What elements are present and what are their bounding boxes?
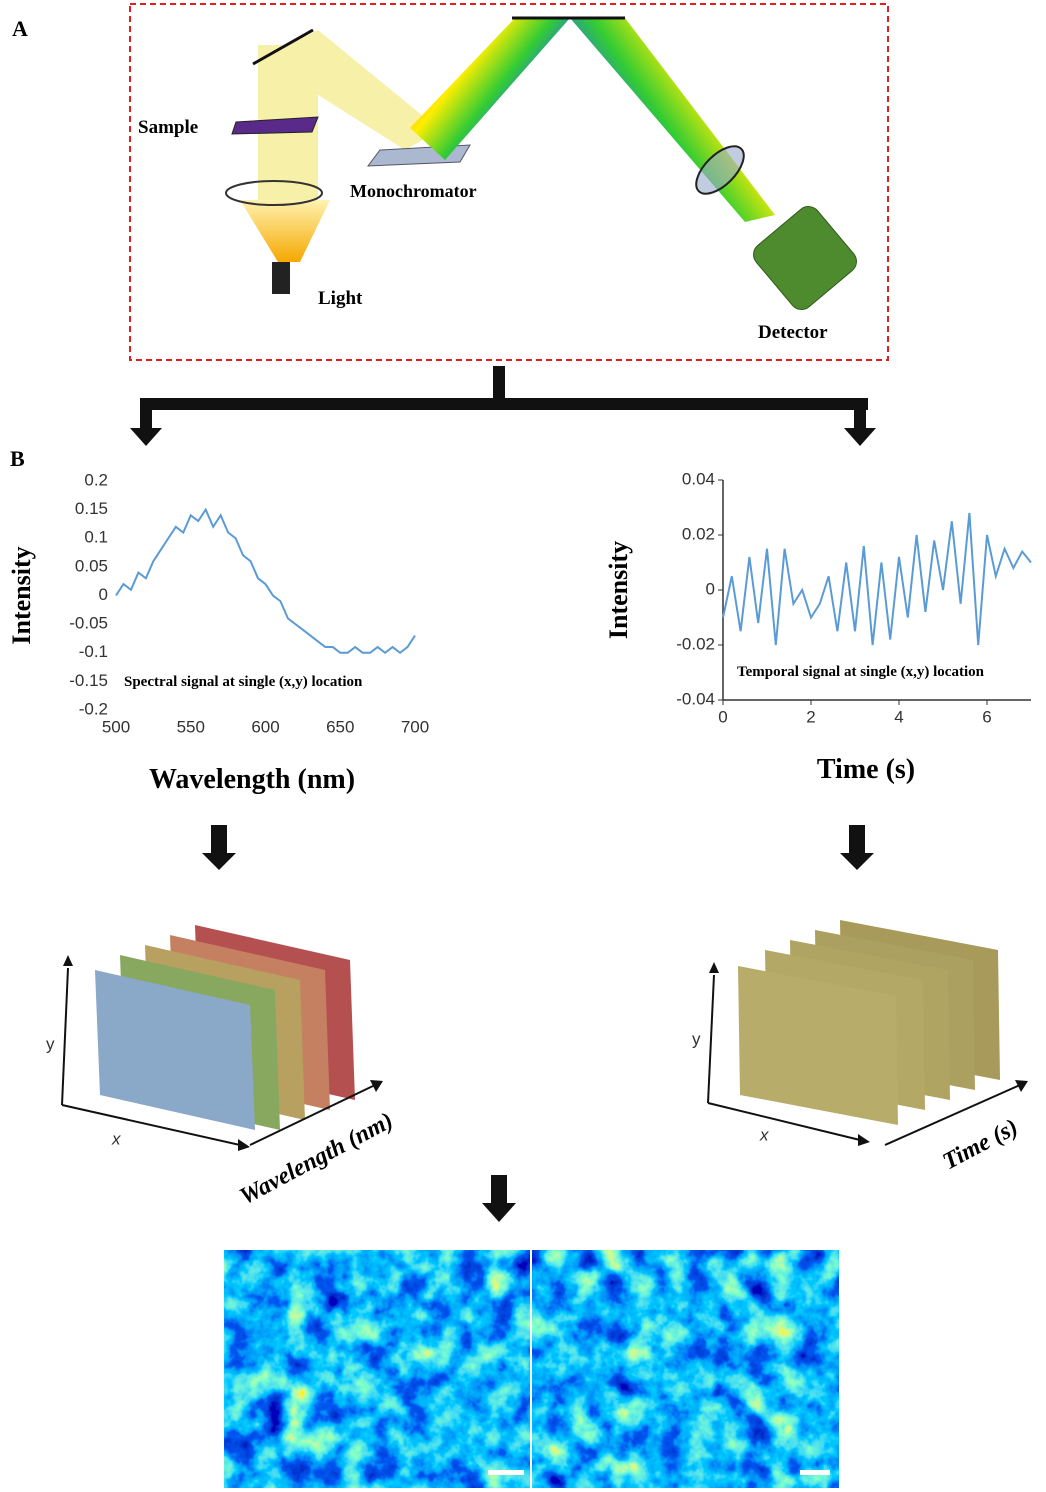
mirror (252, 28, 314, 66)
lens (225, 180, 323, 206)
heatmap-image (532, 1250, 839, 1488)
scale-bar (488, 1470, 524, 1475)
x-tick-label: 700 (401, 717, 429, 736)
y-tick-label: -0.04 (676, 689, 715, 708)
y-tick-label: 0.02 (682, 524, 715, 543)
setup-label: Light (318, 288, 363, 309)
panel-label: B (10, 446, 25, 471)
temporal-stack (738, 920, 1000, 1125)
spectral-stack (95, 925, 355, 1130)
sample-slide (231, 116, 319, 135)
heatmap-image (224, 1250, 530, 1488)
y-axis-label: Intensity (604, 541, 633, 639)
y-tick-label: -0.15 (69, 671, 108, 690)
y-tick-label: 0.2 (84, 470, 108, 489)
stack-axis-label: y (46, 1034, 55, 1053)
setup-label: Monochromator (350, 181, 477, 201)
x-tick-label: 650 (326, 717, 354, 736)
x-tick-label: 2 (806, 707, 815, 726)
y-tick-label: -0.05 (69, 614, 108, 633)
y-tick-label: 0.05 (75, 556, 108, 575)
x-axis-label: Wavelength (nm) (149, 764, 355, 795)
detector (753, 206, 857, 310)
x-tick-label: 500 (102, 717, 130, 736)
stack-axis-label: Time (s) (939, 1114, 1023, 1175)
setup-label: Detector (758, 322, 828, 343)
stack-axis-label: y (692, 1029, 701, 1048)
x-tick-label: 4 (894, 707, 903, 726)
y-tick-label: 0.1 (84, 528, 108, 547)
stack-axis-label: x (759, 1125, 769, 1144)
y-tick-label: 0.04 (682, 469, 715, 488)
beam (260, 30, 440, 150)
annotation: Spectral signal at single (x,y) location (124, 674, 363, 690)
spectrum-beam (570, 18, 775, 222)
x-axis-label: Time (s) (817, 754, 915, 785)
signal-line (722, 512, 1032, 646)
y-tick-label: 0 (706, 579, 715, 598)
stack-axis-label: x (111, 1129, 121, 1148)
y-axis-label: Intensity (7, 546, 36, 644)
signal-line (115, 507, 416, 655)
x-tick-label: 0 (718, 707, 727, 726)
x-tick-label: 6 (982, 707, 991, 726)
arrows (130, 366, 876, 1222)
y-tick-label: -0.02 (676, 634, 715, 653)
lens (695, 145, 745, 195)
setup-frame (129, 3, 889, 361)
x-tick-label: 600 (251, 717, 279, 736)
x-tick-label: 550 (177, 717, 205, 736)
annotation: Temporal signal at single (x,y) location (737, 664, 985, 680)
y-tick-label: -0.2 (79, 699, 108, 718)
scale-bar (800, 1470, 830, 1475)
panel-label: A (12, 16, 28, 41)
spectrum-beam (410, 18, 570, 160)
setup-label: Sample (138, 117, 198, 138)
y-tick-label: 0.15 (75, 499, 108, 518)
stack-axes (61, 955, 1028, 1151)
y-tick-label: -0.1 (79, 642, 108, 661)
lamp (272, 262, 290, 294)
y-tick-label: 0 (99, 585, 108, 604)
lamp-cone (240, 200, 330, 262)
